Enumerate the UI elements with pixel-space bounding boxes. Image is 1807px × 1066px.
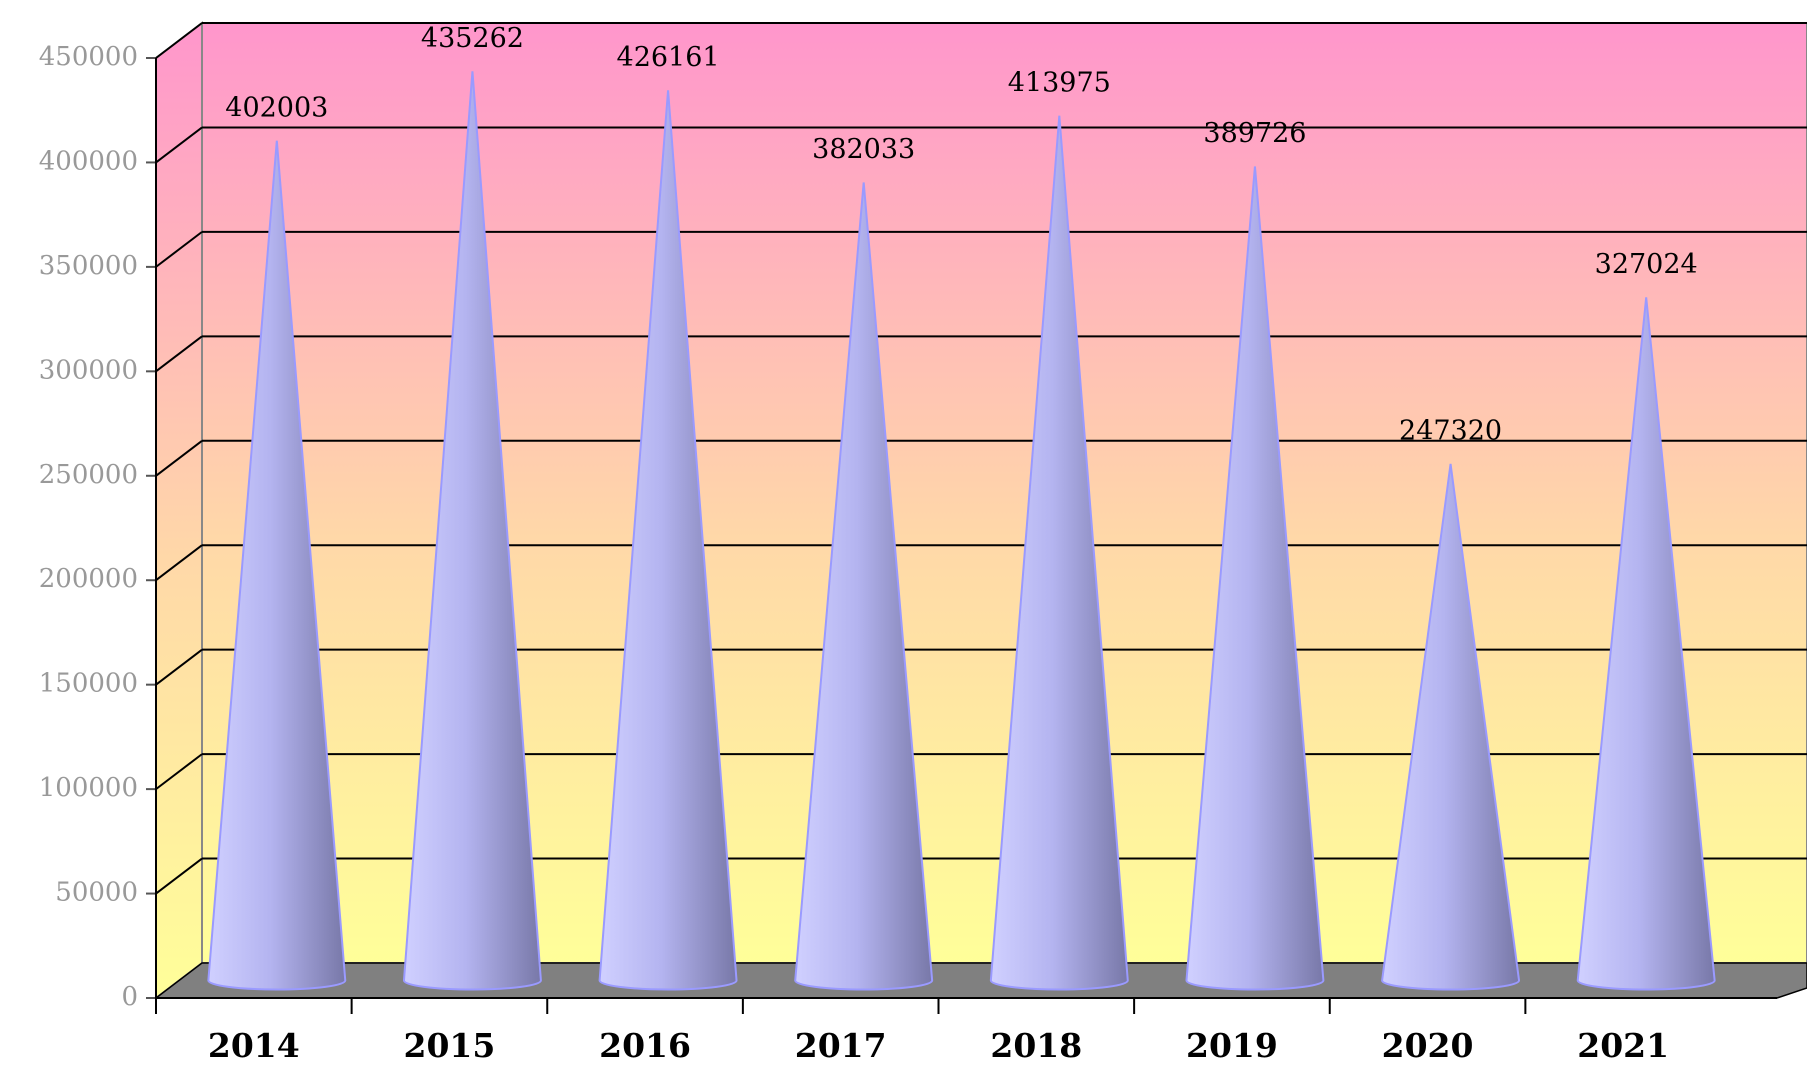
grid-line [155, 335, 203, 373]
cone [207, 140, 347, 991]
grid-line [155, 22, 203, 59]
y-tick-label: 300000 [39, 355, 138, 385]
side-wall [155, 20, 203, 1001]
grid-line [155, 857, 203, 895]
y-tick-label: 100000 [39, 773, 138, 803]
cone [402, 71, 542, 991]
y-tick-label: 200000 [39, 564, 138, 594]
grid-line [155, 648, 203, 686]
cone [794, 182, 934, 991]
cone [598, 90, 738, 991]
cone [1381, 463, 1521, 991]
value-label: 402003 [225, 92, 328, 123]
y-tick-label: 0 [121, 982, 138, 1012]
x-tick-label: 2019 [1186, 1026, 1278, 1065]
x-tick-label: 2017 [795, 1026, 887, 1065]
value-label: 382033 [812, 134, 915, 165]
x-tick-label: 2016 [599, 1026, 691, 1065]
y-tick-label: 400000 [39, 146, 138, 176]
cone [1576, 297, 1716, 991]
x-tick-label: 2020 [1382, 1026, 1474, 1065]
grid-line [155, 439, 203, 477]
cone [1185, 166, 1325, 991]
value-label: 413975 [1008, 67, 1111, 98]
grid-line [155, 753, 203, 790]
grid-line [155, 231, 203, 268]
value-label: 327024 [1595, 249, 1698, 280]
value-label: 426161 [617, 42, 720, 73]
value-label: 389726 [1203, 118, 1306, 149]
value-label: 247320 [1399, 415, 1502, 446]
x-tick-label: 2018 [990, 1026, 1082, 1065]
cone [989, 115, 1129, 991]
y-tick-label: 450000 [39, 42, 138, 72]
grid-line [155, 126, 203, 164]
x-tick-label: 2015 [404, 1026, 496, 1065]
grid-line [155, 544, 203, 582]
x-tick-label: 2021 [1577, 1026, 1669, 1065]
y-tick-label: 50000 [55, 878, 138, 908]
value-label: 435262 [421, 23, 524, 54]
y-tick-label: 350000 [39, 251, 138, 281]
y-tick-label: 250000 [39, 460, 138, 490]
y-tick-label: 150000 [39, 669, 138, 699]
x-tick-label: 2014 [208, 1026, 300, 1065]
